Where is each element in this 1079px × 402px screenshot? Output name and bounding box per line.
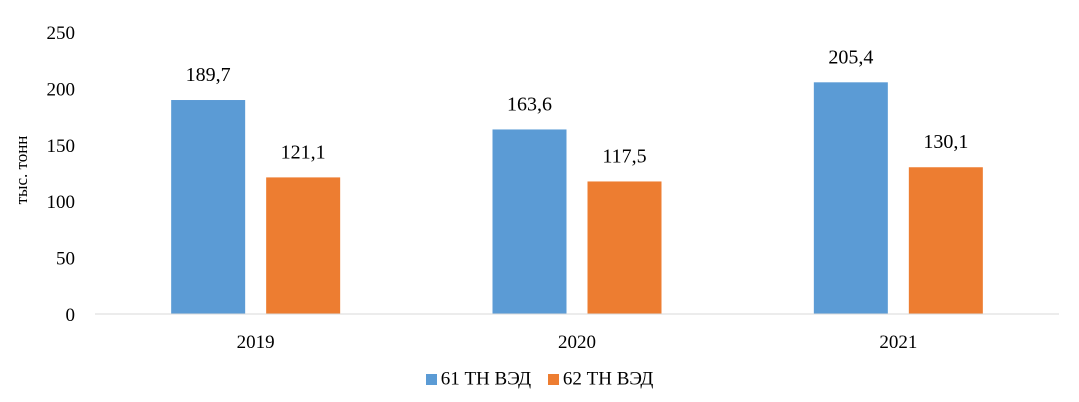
y-tick-label: 100 xyxy=(47,192,76,213)
x-axis-ticks: 2019 2020 2021 xyxy=(237,332,918,353)
x-tick-label: 2020 xyxy=(558,332,596,353)
bar xyxy=(266,177,341,314)
legend: 61 ТН ВЭД 62 ТН ВЭД xyxy=(0,368,1079,391)
data-label: 163,6 xyxy=(507,93,552,115)
bar xyxy=(813,82,888,314)
bar xyxy=(587,181,662,314)
bar xyxy=(171,100,246,314)
y-axis-label: тыс. тонн xyxy=(12,136,31,205)
data-label: 205,4 xyxy=(828,46,873,68)
bars: 189,7 121,1 163,6 117,5 205,4 130,1 xyxy=(171,46,983,314)
bar xyxy=(908,167,983,314)
y-axis-ticks: 0 50 100 150 200 250 xyxy=(47,23,76,326)
data-label: 117,5 xyxy=(602,145,646,167)
legend-label-62: 62 ТН ВЭД xyxy=(562,368,654,390)
y-tick-label: 200 xyxy=(47,79,76,100)
bar-chart: 0 50 100 150 200 250 тыс. тонн 189,7 121,1 163,… xyxy=(12,23,1059,353)
y-tick-label: 150 xyxy=(47,136,76,157)
y-tick-label: 0 xyxy=(66,305,76,326)
legend-label-61: 61 ТН ВЭД xyxy=(440,368,532,390)
legend-item-61: 61 ТН ВЭД xyxy=(425,368,532,391)
y-tick-label: 250 xyxy=(47,23,76,44)
bar xyxy=(492,129,567,314)
data-label: 121,1 xyxy=(281,141,326,163)
data-label: 130,1 xyxy=(923,131,968,153)
legend-swatch-61 xyxy=(425,374,437,386)
legend-swatch-62 xyxy=(547,374,559,386)
y-tick-label: 50 xyxy=(56,249,75,270)
x-tick-label: 2019 xyxy=(237,332,275,353)
legend-item-62: 62 ТН ВЭД xyxy=(547,368,654,391)
data-label: 189,7 xyxy=(186,64,231,86)
x-tick-label: 2021 xyxy=(879,332,917,353)
